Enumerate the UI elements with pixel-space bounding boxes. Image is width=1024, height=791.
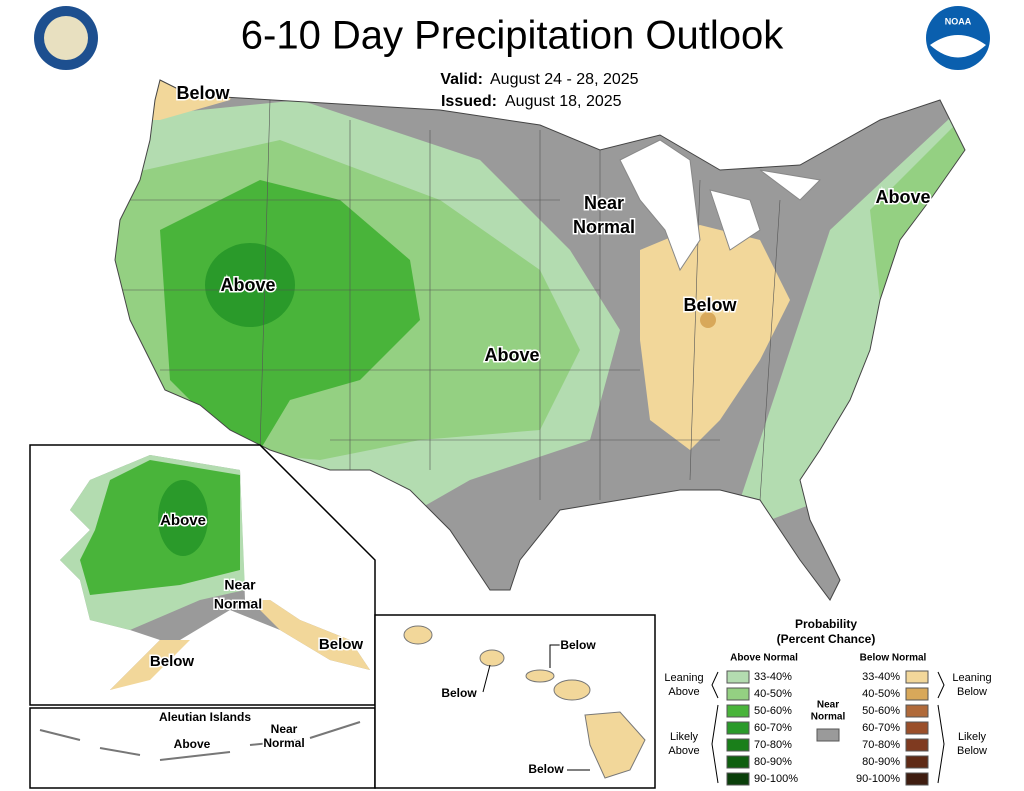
legend-heading: Above Normal [730,653,798,664]
region-label: Normal [214,596,262,612]
region-label: Above [220,275,275,295]
aleutian-title: Aleutian Islands [159,710,251,724]
legend-bin: 50-60% [862,705,900,717]
legend-bin: 50-60% [754,705,792,717]
legend: Probability (Percent Chance) Above Norma… [664,617,992,786]
valid-dates: August 24 - 28, 2025 [490,71,639,88]
legend-swatch [816,728,840,742]
legend-group: Leaning [952,672,991,684]
legend-heading: Below Normal [860,653,927,664]
legend-bin: 70-80% [862,739,900,751]
region-label: Near [271,722,298,736]
legend-group: Above [668,686,699,698]
legend-swatch [726,755,750,769]
legend-swatch [905,738,929,752]
region-label: Normal [573,217,635,237]
legend-bin: 33-40% [754,671,792,683]
legend-swatch [726,738,750,752]
legend-swatch [726,704,750,718]
legend-swatch [905,755,929,769]
region-label: Above [875,187,930,207]
legend-bin: 80-90% [862,756,900,768]
legend-near: Near [817,700,839,711]
legend-swatch [726,687,750,701]
legend-group: Likely [958,731,987,743]
legend-bin: 40-50% [862,688,900,700]
region-label: Below [683,295,737,315]
region-label: Near [224,577,256,593]
legend-group: Leaning [664,672,703,684]
conus [115,80,965,600]
noaa-logo-bird [930,35,986,58]
legend-bin: 60-70% [862,722,900,734]
title: 6-10 Day Precipitation Outlook [241,14,785,58]
issued-label: Issued: [441,93,497,110]
legend-group: Below [957,686,987,698]
legend-bin: 60-70% [754,722,792,734]
conus-outline [114,79,966,601]
legend-bin: 90-100% [754,773,798,785]
commerce-seal-inner [44,16,88,60]
legend-bin: 40-50% [754,688,792,700]
issued-date: August 18, 2025 [505,93,622,110]
legend-swatch [905,704,929,718]
legend-swatch [905,687,929,701]
aleutian-inset [29,707,376,789]
region-label: Below [528,762,564,776]
legend-group: Above [668,745,699,757]
aleutian-islands [39,721,361,761]
noaa-logo-text: NOAA [945,16,972,26]
legend-title: Probability [795,617,857,631]
legend-braces [711,671,945,784]
legend-group: Below [957,745,987,757]
legend-group: Likely [670,731,699,743]
region-label: Above [174,737,211,751]
region-label: Below [319,636,364,653]
legend-bin: 80-90% [754,756,792,768]
leader-lines [482,644,590,771]
legend-swatch [905,772,929,786]
great-lakes [619,139,822,272]
legend-swatch [726,670,750,684]
legend-subtitle: (Percent Chance) [777,632,876,646]
region-label: Normal [263,736,304,750]
legend-near: Normal [811,712,846,723]
region-label: Below [176,83,230,103]
legend-bin: 33-40% [862,671,900,683]
region-label: Below [150,653,195,670]
valid-label: Valid: [440,71,483,88]
region-label: Above [484,345,539,365]
alaska [60,455,370,690]
legend-swatch [905,721,929,735]
legend-bin: 70-80% [754,739,792,751]
legend-swatch [726,772,750,786]
region-label: Below [441,686,477,700]
region-label: Above [160,512,206,529]
region-label: Below [560,638,596,652]
legend-bin: 90-100% [856,773,900,785]
legend-swatch [726,721,750,735]
legend-swatch [905,670,929,684]
region-label: Near [584,193,624,213]
hawaii [403,625,646,779]
